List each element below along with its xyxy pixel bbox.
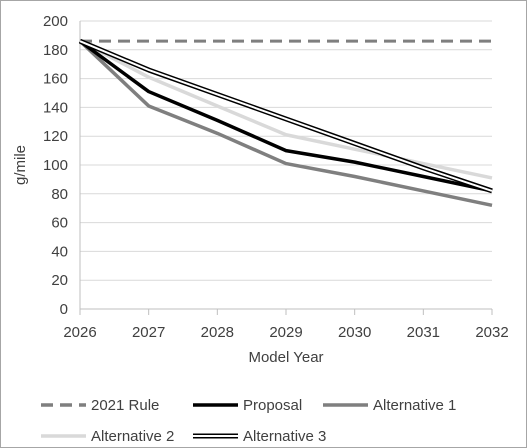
y-tick-label: 0: [60, 301, 68, 318]
legend-item-alternative-1: Alternative 1: [323, 397, 456, 414]
series-proposal: [78, 39, 493, 193]
y-tick-label: 20: [51, 272, 68, 289]
y-tick-label: 120: [43, 128, 68, 145]
x-tick-label: 2027: [132, 324, 165, 341]
y-axis-title: g/mile: [12, 145, 29, 185]
legend-label: Alternative 2: [91, 428, 174, 445]
y-tick-label: 160: [43, 71, 68, 88]
x-tick-label: 2029: [269, 324, 302, 341]
y-tick-label: 40: [51, 243, 68, 260]
series-line: [78, 39, 493, 193]
y-tick-label: 200: [43, 13, 68, 30]
y-tick-label: 60: [51, 215, 68, 232]
legend-label: Proposal: [243, 397, 302, 414]
series-alternative-3: [79, 38, 493, 194]
legend-label: Alternative 1: [373, 397, 456, 414]
y-tick-label: 100: [43, 157, 68, 174]
series-alternative-1: [78, 39, 493, 208]
series-alternative-2: [79, 39, 493, 180]
series-line-inner: [79, 40, 493, 192]
x-tick-label: 2031: [407, 324, 440, 341]
legend-item-alternative-3: Alternative 3: [193, 428, 326, 445]
legend-label: 2021 Rule: [91, 397, 159, 414]
legend-item-proposal: Proposal: [193, 397, 302, 414]
x-tick-label: 2032: [475, 324, 508, 341]
series-line: [78, 39, 493, 208]
y-tick-label: 140: [43, 99, 68, 116]
y-tick-label: 180: [43, 42, 68, 59]
series-line-outer: [79, 38, 493, 194]
legend-label: Alternative 3: [243, 428, 326, 445]
x-tick-label: 2028: [201, 324, 234, 341]
y-tick-label: 80: [51, 186, 68, 203]
legend-item-2021-rule: 2021 Rule: [41, 397, 159, 414]
x-tick-label: 2030: [338, 324, 371, 341]
axis-layer: 0 20 40 60 80 100 120 140 160 180 200 2026 2027 2028 2…: [12, 13, 509, 366]
legend-item-alternative-2: Alternative 2: [41, 428, 174, 445]
x-tick-label: 2026: [63, 324, 96, 341]
legend: 2021 Rule Proposal Alternative 1 Alternativ…: [41, 397, 456, 445]
series-layer: [78, 38, 493, 208]
x-axis-title: Model Year: [248, 349, 323, 366]
series-line: [79, 39, 493, 180]
